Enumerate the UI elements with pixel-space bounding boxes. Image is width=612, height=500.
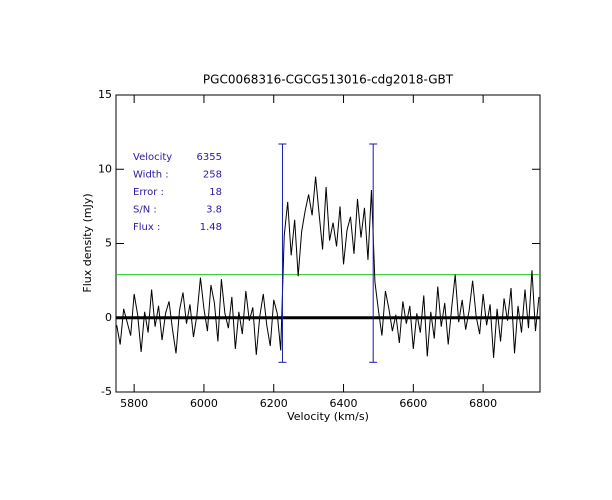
annotation-value: 258 <box>203 170 222 181</box>
x-axis-label: Velocity (km/s) <box>287 410 369 423</box>
y-axis-label: Flux density (mJy) <box>81 193 94 292</box>
annotation-value: 6355 <box>197 152 222 163</box>
annotation-value: 1.48 <box>200 222 222 233</box>
y-tick-label: -5 <box>101 385 112 398</box>
annotation-label: Width : <box>133 170 169 181</box>
x-tick-label: 6200 <box>260 397 288 410</box>
plot-frame <box>115 94 541 393</box>
annotation-label: S/N : <box>133 205 157 216</box>
x-tick-label: 6800 <box>469 397 497 410</box>
y-tick-label: 10 <box>98 162 112 175</box>
x-tick-label: 5800 <box>120 397 148 410</box>
annotation-label: Velocity <box>133 152 172 163</box>
annotation-label: Error : <box>133 187 164 198</box>
x-tick-label: 6000 <box>190 397 218 410</box>
y-tick-label: 5 <box>105 237 112 250</box>
spectrum-line <box>116 176 540 358</box>
chart-title: PGC0068316-CGCG513016-cdg2018-GBT <box>203 73 454 87</box>
x-tick-label: 6400 <box>330 397 358 410</box>
annotation-value: 3.8 <box>206 205 222 216</box>
y-tick-label: 0 <box>105 311 112 324</box>
annotation-label: Flux : <box>133 222 160 233</box>
x-tick-label: 6600 <box>399 397 427 410</box>
y-tick-label: 15 <box>98 88 112 101</box>
annotation-value: 18 <box>209 187 222 198</box>
